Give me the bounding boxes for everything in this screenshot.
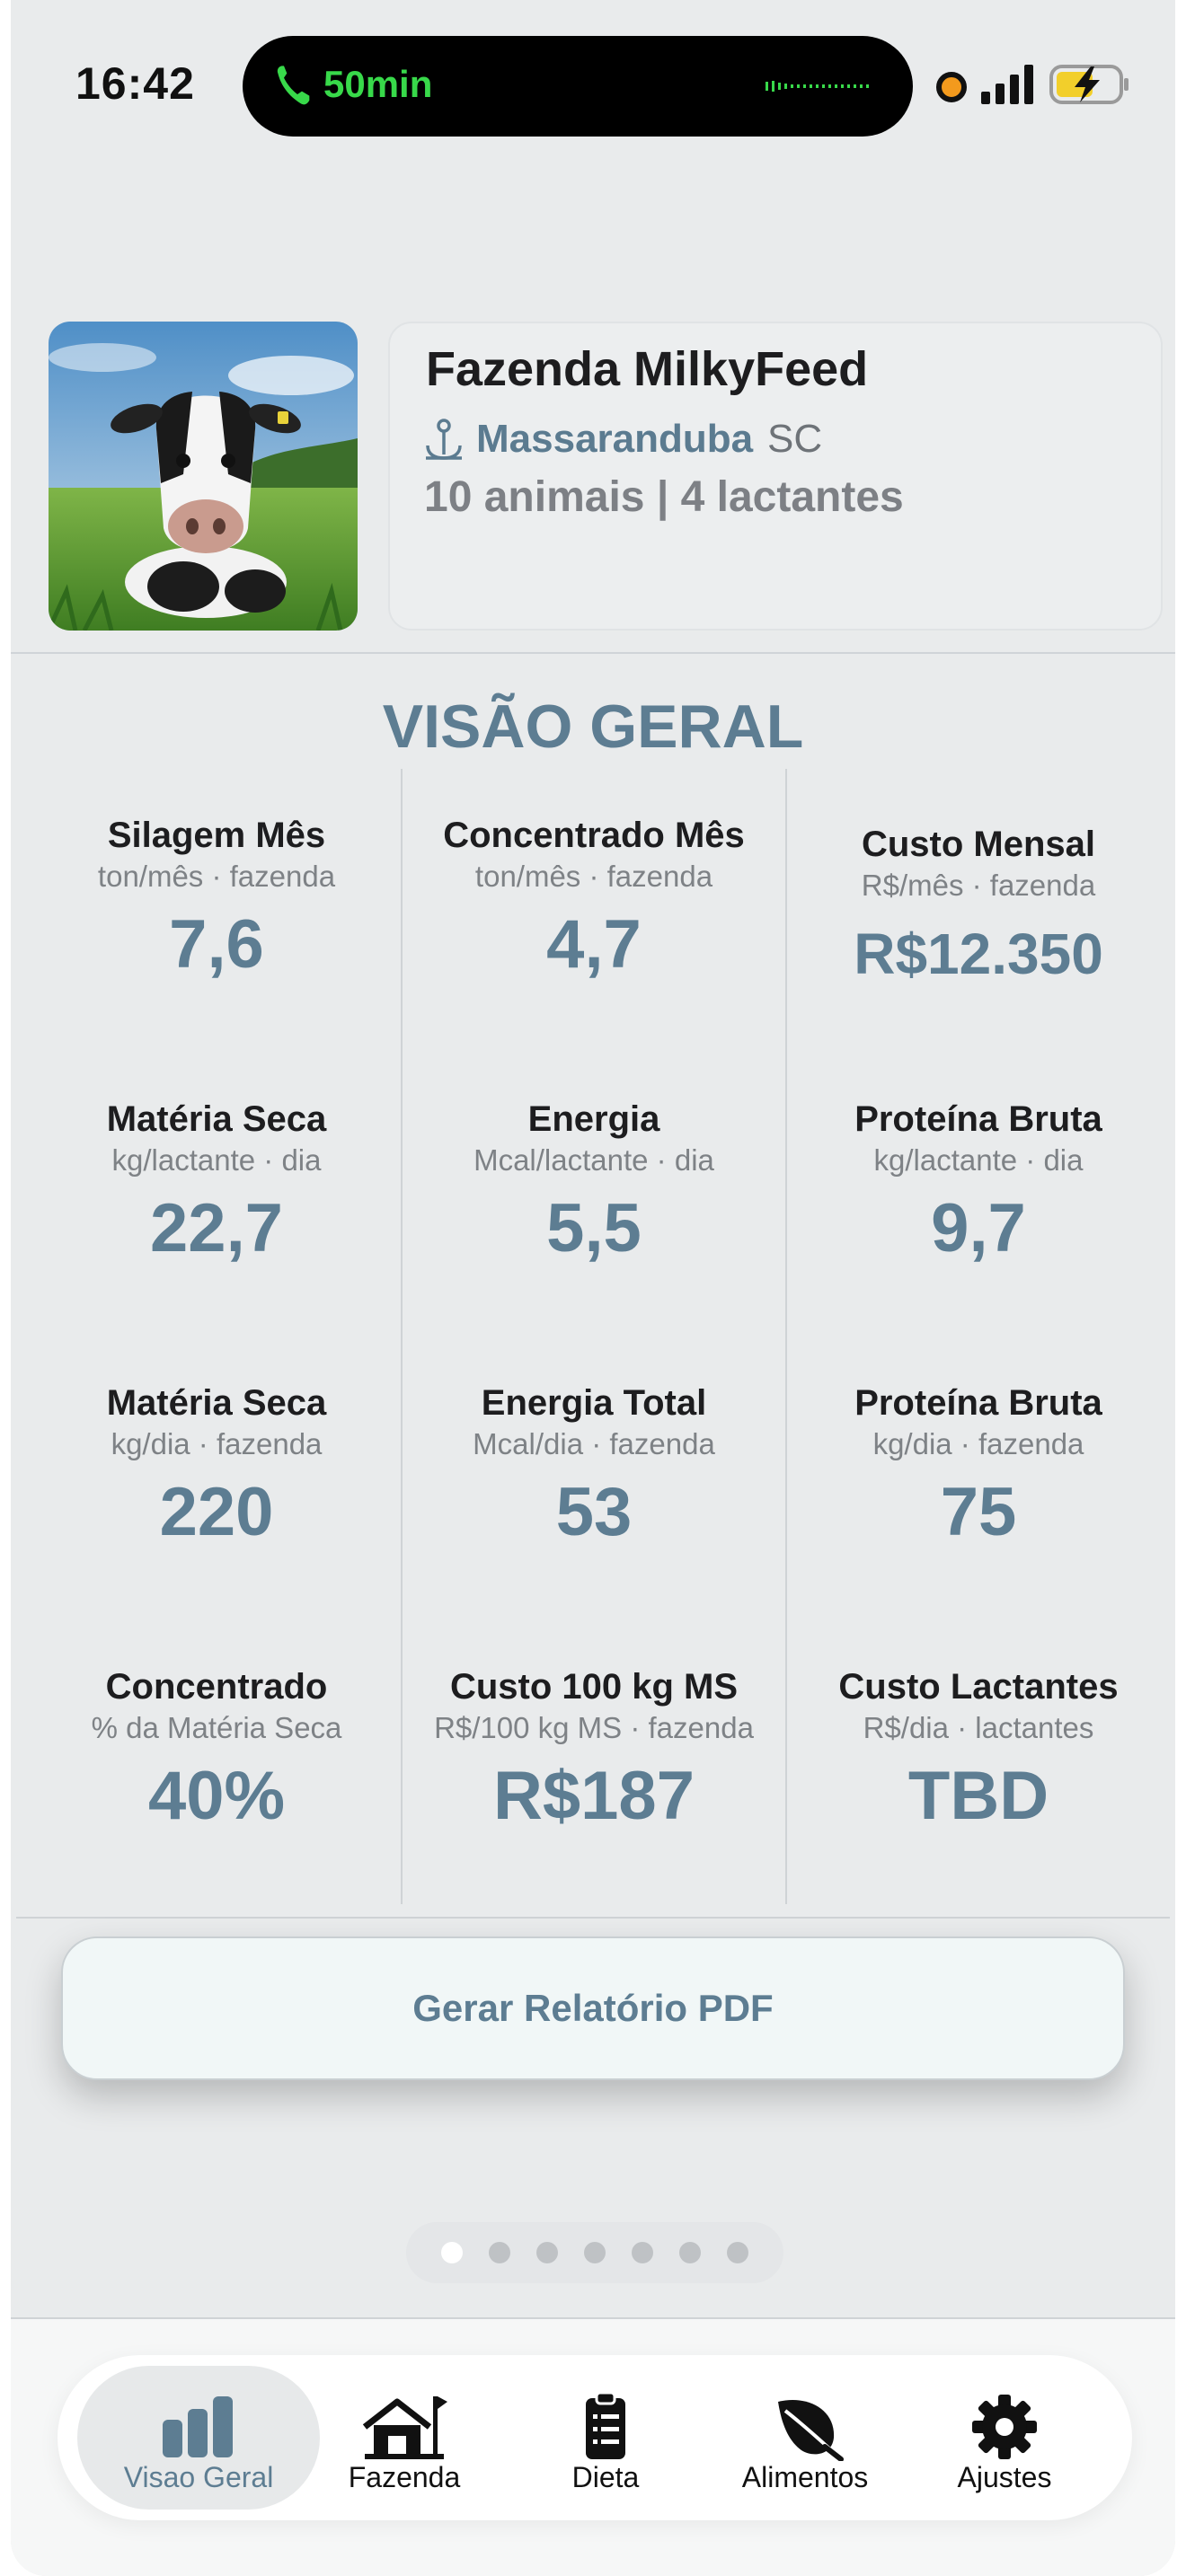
metric-unit: % da Matéria Seca	[91, 1711, 342, 1744]
call-duration: 50min	[323, 63, 433, 105]
metric-value: 40%	[147, 1758, 286, 1834]
dynamic-island-call[interactable]: 50min	[243, 36, 913, 137]
metric-custo-mensal: Custo Mensal R$/mês · fazenda R$12.350	[785, 823, 1172, 997]
tab-label: Dieta	[571, 2461, 640, 2493]
metric-label: Silagem Mês	[107, 816, 326, 855]
metric-unit: ton/mês · fazenda	[97, 860, 336, 893]
app-screen: 16:42 50min	[11, 0, 1175, 2576]
signal-icon	[981, 65, 1033, 104]
page-dot[interactable]	[727, 2242, 748, 2263]
metric-silagem-mes: Silagem Mês ton/mês · fazenda 7,6	[23, 814, 410, 988]
metric-value: 75	[940, 1474, 1017, 1550]
tab-label: Ajustes	[957, 2461, 1052, 2493]
tab-fazenda[interactable]: Fazenda	[296, 2366, 512, 2510]
grid-divider	[401, 769, 403, 1904]
metric-value: 22,7	[150, 1190, 283, 1266]
metric-value: 220	[159, 1474, 274, 1550]
metric-label: Custo 100 kg MS	[449, 1667, 739, 1707]
page-indicator[interactable]	[406, 2222, 783, 2283]
metric-unit: kg/dia · fazenda	[111, 1427, 323, 1460]
metric-label: Proteína Bruta	[854, 1383, 1102, 1423]
tab-label: Fazenda	[348, 2461, 461, 2493]
metric-value: 9,7	[931, 1190, 1026, 1266]
tab-label: Alimentos	[741, 2461, 869, 2493]
metric-energia-total: Energia Total Mcal/dia · fazenda 53	[401, 1381, 787, 1556]
metric-unit: kg/dia · fazenda	[872, 1427, 1084, 1460]
metric-value: R$187	[493, 1758, 695, 1834]
generate-pdf-button[interactable]: Gerar Relatório PDF	[61, 1936, 1125, 2080]
metric-label: Custo Mensal	[861, 825, 1096, 864]
page-dot[interactable]	[679, 2242, 701, 2263]
tab-dieta[interactable]: Dieta	[498, 2366, 713, 2510]
metric-label: Concentrado Mês	[443, 816, 745, 855]
metric-unit: ton/mês · fazenda	[474, 860, 713, 893]
metric-label: Energia Total	[481, 1383, 707, 1423]
clipboard-icon	[586, 2393, 625, 2459]
metric-concentrado-percent: Concentrado % da Matéria Seca 40%	[23, 1665, 410, 1839]
page-dot-active[interactable]	[441, 2242, 463, 2263]
metric-unit: R$/mês · fazenda	[861, 869, 1096, 902]
metric-proteina-lactante: Proteína Bruta kg/lactante · dia 9,7	[785, 1098, 1172, 1272]
tab-ajustes[interactable]: Ajustes	[897, 2366, 1112, 2510]
farm-name: Fazenda MilkyFeed	[426, 342, 869, 396]
metric-value: TBD	[907, 1758, 1049, 1834]
metric-value: 53	[555, 1474, 633, 1550]
metric-value: 7,6	[169, 906, 264, 983]
metric-label: Proteína Bruta	[854, 1099, 1102, 1139]
metric-concentrado-mes: Concentrado Mês ton/mês · fazenda 4,7	[401, 814, 787, 988]
metric-label: Matéria Seca	[106, 1383, 327, 1423]
metric-energia-lactante: Energia Mcal/lactante · dia 5,5	[401, 1098, 787, 1272]
tab-bar: Visao Geral Fazenda Dieta	[58, 2355, 1132, 2520]
divider	[11, 652, 1175, 654]
battery-charging-icon	[1049, 65, 1128, 104]
metric-value: R$12.350	[854, 922, 1103, 986]
grid-divider	[785, 769, 787, 1904]
page-dot[interactable]	[584, 2242, 606, 2263]
farm-animals-summary: 10 animais | 4 lactantes	[424, 473, 904, 521]
tab-label: Visao Geral	[123, 2461, 274, 2493]
metric-unit: R$/100 kg MS · fazenda	[434, 1711, 754, 1744]
metric-label: Energia	[527, 1099, 660, 1139]
tab-alimentos[interactable]: Alimentos	[697, 2366, 913, 2510]
metric-unit: kg/lactante · dia	[873, 1143, 1084, 1177]
metric-label: Concentrado	[105, 1667, 328, 1707]
metric-custo-100kg-ms: Custo 100 kg MS R$/100 kg MS · fazenda R…	[401, 1665, 787, 1839]
leaf-icon	[778, 2399, 844, 2461]
cow-photo-icon	[49, 322, 358, 631]
metric-unit: kg/lactante · dia	[111, 1143, 322, 1177]
metric-value: 4,7	[546, 906, 642, 983]
page-dot[interactable]	[632, 2242, 653, 2263]
metric-materia-seca-fazenda: Matéria Seca kg/dia · fazenda 220	[23, 1381, 410, 1556]
status-time: 16:42	[75, 58, 195, 109]
metric-materia-seca-lactante: Matéria Seca kg/lactante · dia 22,7	[23, 1098, 410, 1272]
audio-wave-icon	[766, 81, 869, 92]
farm-city: Massaranduba	[476, 417, 754, 461]
recording-indicator	[936, 72, 967, 102]
page-dot[interactable]	[489, 2242, 510, 2263]
page-dot[interactable]	[536, 2242, 558, 2263]
metric-unit: Mcal/lactante · dia	[474, 1143, 714, 1177]
metric-value: 5,5	[546, 1190, 642, 1266]
farm-photo	[49, 322, 358, 631]
phone-icon	[277, 66, 310, 105]
metric-custo-lactantes: Custo Lactantes R$/dia · lactantes TBD	[785, 1665, 1172, 1839]
farm-state: SC	[767, 417, 823, 461]
tab-visao-geral[interactable]: Visao Geral	[77, 2366, 320, 2510]
chart-bars-icon	[163, 2396, 233, 2457]
metric-label: Custo Lactantes	[838, 1667, 1119, 1707]
divider	[11, 2317, 1175, 2319]
metric-label: Matéria Seca	[106, 1099, 327, 1139]
location-pin-icon	[426, 419, 462, 460]
gear-icon	[972, 2395, 1037, 2459]
section-title: VISÃO GERAL	[382, 693, 804, 761]
metric-unit: Mcal/dia · fazenda	[473, 1427, 715, 1460]
metric-unit: R$/dia · lactantes	[863, 1711, 1094, 1744]
divider	[16, 1917, 1170, 1919]
farm-info-card[interactable]: Fazenda MilkyFeed Massaranduba SC 10 ani…	[388, 322, 1163, 631]
metric-proteina-fazenda: Proteína Bruta kg/dia · fazenda 75	[785, 1381, 1172, 1556]
farm-house-icon	[362, 2396, 447, 2459]
